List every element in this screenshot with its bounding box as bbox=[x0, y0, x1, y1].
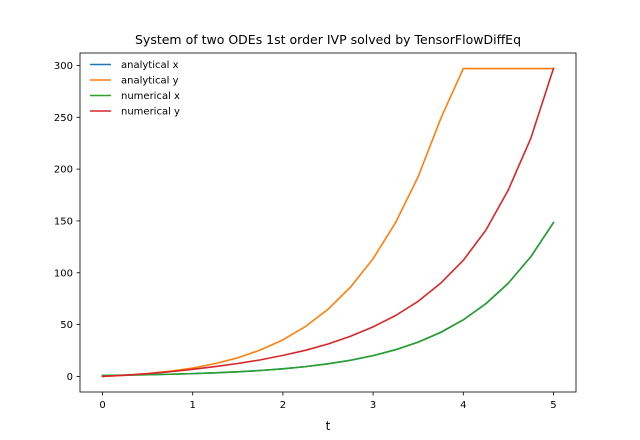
series-line-3 bbox=[101, 221, 555, 377]
x-tick-label: 4 bbox=[460, 400, 466, 411]
series-line-4 bbox=[101, 67, 555, 378]
chart-title: System of two ODEs 1st order IVP solved … bbox=[135, 32, 521, 47]
y-tick-label: 250 bbox=[54, 113, 73, 124]
x-axis-label: t bbox=[326, 419, 331, 433]
legend-label: numerical y bbox=[121, 107, 180, 118]
y-tick-label: 300 bbox=[54, 61, 73, 72]
y-tick-label: 200 bbox=[54, 165, 73, 176]
x-tick-label: 1 bbox=[190, 400, 196, 411]
legend-label: analytical y bbox=[121, 76, 179, 87]
y-tick-label: 100 bbox=[54, 268, 73, 279]
legend: analytical x analytical y numerical x numer… bbox=[90, 60, 180, 118]
y-tick-label: 50 bbox=[60, 320, 73, 331]
x-tick-label: 5 bbox=[550, 400, 556, 411]
legend-label: analytical x bbox=[121, 60, 179, 71]
series-layer bbox=[101, 67, 555, 378]
x-tick-label: 3 bbox=[370, 400, 376, 411]
y-tick-label: 150 bbox=[54, 216, 73, 227]
y-tick-label: 0 bbox=[67, 372, 73, 383]
x-tick-label: 2 bbox=[280, 400, 286, 411]
x-tick-label: 0 bbox=[99, 400, 105, 411]
legend-label: numerical x bbox=[121, 91, 180, 102]
plot-frame bbox=[79, 52, 577, 393]
